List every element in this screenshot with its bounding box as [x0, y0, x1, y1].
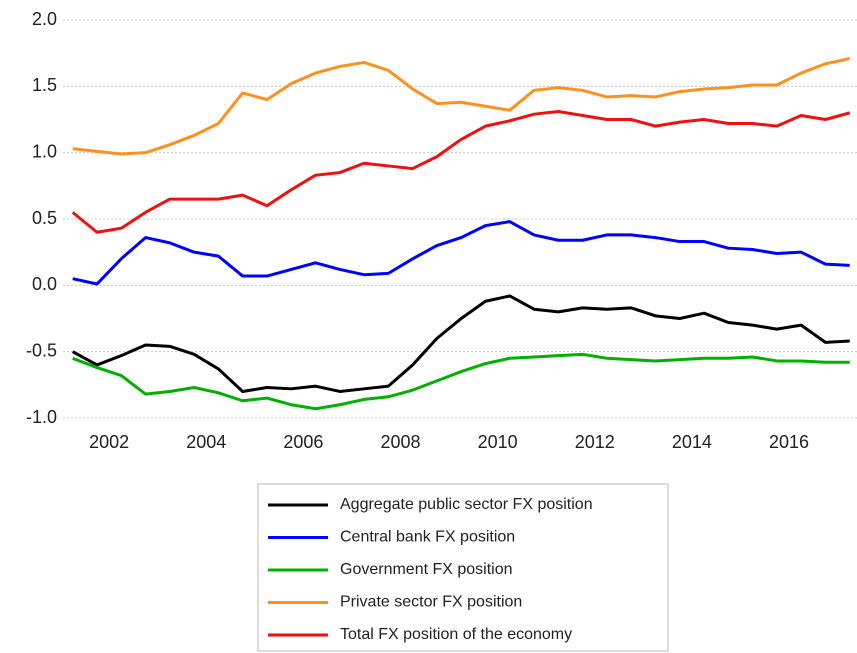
y-tick-label: 1.0	[32, 141, 57, 161]
series-line	[71, 294, 850, 393]
legend-label: Total FX position of the economy	[340, 626, 572, 643]
x-tick-label: 2010	[478, 432, 518, 452]
series-line	[71, 110, 851, 234]
y-tick-label: 1.5	[32, 75, 57, 95]
series-line	[72, 220, 850, 286]
legend-label: Government FX position	[340, 561, 513, 578]
legend: Aggregate public sector FX position Centr…	[257, 483, 669, 652]
y-tick-label: 0.5	[32, 208, 57, 228]
legend-label: Private sector FX position	[340, 594, 522, 611]
legend-box	[257, 483, 669, 652]
x-tick-label: 2004	[186, 432, 226, 452]
y-tick-label: -0.5	[26, 340, 57, 360]
legend-label: Central bank FX position	[340, 529, 515, 546]
x-tick-label: 2006	[283, 432, 323, 452]
x-tick-label: 2002	[89, 432, 129, 452]
y-tick-label: -1.0	[26, 407, 57, 427]
legend-label: Aggregate public sector FX position	[340, 496, 593, 513]
series-line	[72, 57, 851, 156]
y-tick-label: 2.0	[32, 9, 57, 29]
x-tick-label: 2012	[575, 432, 615, 452]
y-tick-label: 0.0	[32, 274, 57, 294]
x-tick-label: 2016	[769, 432, 809, 452]
x-tick-label: 2008	[380, 432, 420, 452]
x-tick-label: 2014	[672, 432, 712, 452]
series-line	[72, 352, 850, 411]
